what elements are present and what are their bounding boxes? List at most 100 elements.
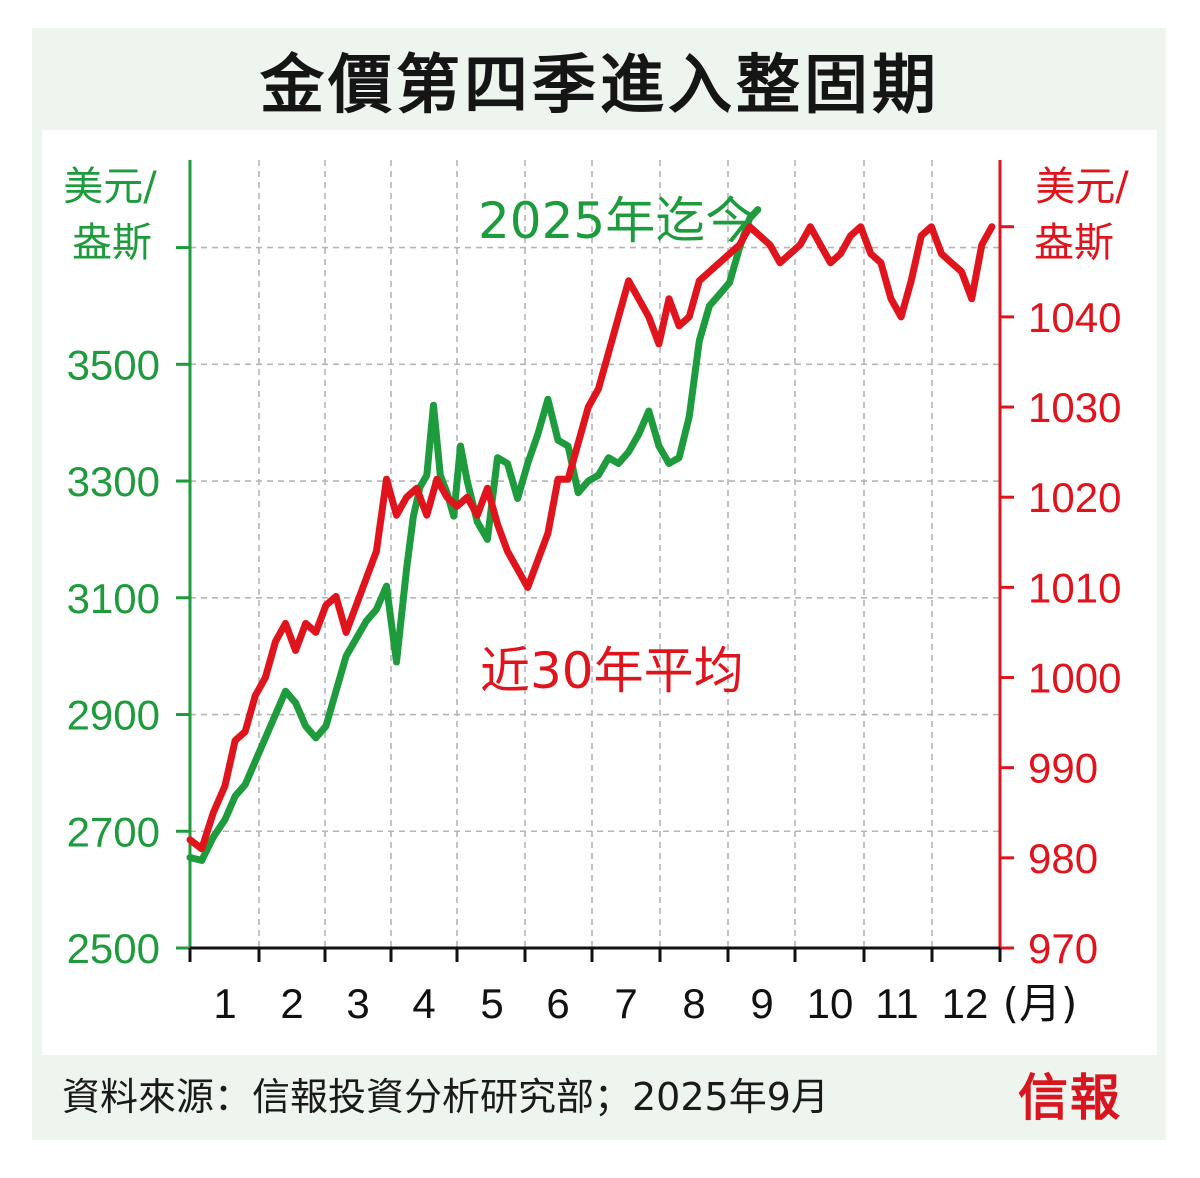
x-tick-label-5: 5 [480, 980, 503, 1027]
series-1-point-2 [211, 810, 216, 815]
series-1-point-5 [243, 729, 248, 734]
series-1-point-9 [283, 621, 288, 626]
series-0-point-29 [458, 444, 463, 448]
series-1-point-34 [535, 558, 540, 563]
x-tick-label-6: 6 [546, 980, 569, 1027]
series-1-point-17 [364, 576, 369, 581]
series-0-point-54 [707, 303, 712, 308]
series-0-point-33 [495, 455, 500, 460]
series-0-point-38 [545, 397, 550, 402]
series-0-point-25 [431, 403, 436, 408]
series-0-point-28 [451, 514, 456, 519]
series-0-point-53 [697, 338, 702, 343]
right-tick-label-5: 1020 [1028, 474, 1121, 521]
series-1-point-33 [525, 585, 530, 590]
series-1-point-72 [919, 233, 924, 238]
right-tick-label-6: 1030 [1028, 384, 1121, 431]
series-1-point-60 [798, 242, 803, 247]
axes [176, 160, 1014, 962]
series-1-point-62 [818, 242, 823, 247]
series-0-point-50 [667, 461, 671, 466]
series-1-point-0 [188, 837, 192, 842]
left-tick-label-3: 3100 [67, 575, 160, 622]
series-1-point-8 [273, 639, 278, 644]
x-tick-label-1: 1 [213, 980, 236, 1027]
series-0-point-44 [606, 455, 611, 460]
series-label-30yr: 近30年平均 [480, 642, 744, 700]
series-0-point-1 [199, 858, 204, 863]
series-0-point-8 [273, 712, 278, 717]
series-1-point-41 [606, 350, 611, 355]
series-1-point-51 [707, 269, 712, 274]
series-0-point-6 [253, 759, 258, 764]
series-0-point-32 [485, 537, 490, 542]
series-1-point-24 [434, 477, 439, 482]
x-tick-label-4: 4 [412, 980, 435, 1027]
series-1-point-77 [969, 296, 974, 301]
series-0-point-36 [525, 461, 530, 466]
series-1-point-70 [899, 314, 904, 319]
series-0-point-40 [566, 444, 571, 448]
series-0-point-41 [576, 490, 581, 495]
series-1-point-63 [828, 260, 833, 265]
series-0-point-55 [717, 292, 722, 297]
series-1-point-38 [576, 441, 581, 446]
series-1-point-28 [475, 513, 480, 518]
series-0-point-43 [596, 473, 601, 478]
series-1-point-36 [556, 477, 560, 482]
x-tick-label-9: 9 [750, 980, 773, 1027]
series-1-point-67 [868, 251, 873, 256]
series-line-1 [186, 223, 996, 853]
series-1-point-27 [465, 495, 470, 500]
right-tick-label-2: 990 [1028, 745, 1098, 792]
series-1-point-31 [505, 549, 510, 554]
right-tick-label-4: 1010 [1028, 564, 1121, 611]
x-tick-label-2: 2 [280, 980, 303, 1027]
series-0-point-42 [586, 479, 591, 483]
series-1-point-76 [959, 269, 964, 274]
series-0-point-11 [303, 724, 308, 729]
left-axis-unit-2: 盎斯 [72, 220, 152, 266]
series-1-point-71 [909, 278, 914, 283]
x-tick-label-11: 11 [875, 980, 919, 1027]
series-1-point-43 [626, 278, 631, 283]
series-1-point-7 [263, 675, 268, 680]
series-0-point-51 [677, 455, 682, 460]
series-0-point-34 [505, 461, 510, 466]
series-1-point-69 [889, 296, 893, 301]
series-1-point-56 [757, 233, 762, 238]
series-0-point-13 [323, 724, 328, 729]
series-1-point-14 [334, 594, 338, 599]
series-1-point-55 [747, 224, 752, 229]
left-axis-unit-1: 美元/ [63, 164, 157, 210]
series-0-point-45 [616, 461, 621, 466]
series-0-point-21 [404, 566, 409, 571]
series-1-point-52 [717, 260, 722, 265]
series-1-point-65 [848, 233, 853, 238]
x-tick-label-3: 3 [346, 980, 369, 1027]
series-1-point-44 [636, 296, 641, 301]
chart-title: 金價第四季進入整固期 [260, 49, 940, 123]
series-0-point-37 [535, 432, 540, 437]
series-1-point-35 [545, 531, 550, 536]
series-1-point-59 [788, 251, 793, 256]
series-1-point-6 [253, 693, 258, 698]
series-0-point-48 [646, 409, 651, 413]
series-0-point-10 [293, 700, 298, 705]
axis-labels: 2500270029003100330035009709809901000101… [63, 164, 1129, 1028]
series-1-point-15 [344, 630, 349, 635]
series-0-point-17 [364, 619, 369, 624]
series-0-point-59 [755, 207, 760, 212]
series-0-point-9 [283, 689, 288, 694]
series-0-point-18 [374, 607, 379, 612]
series-1-point-47 [667, 296, 671, 301]
series-0-point-19 [384, 584, 389, 589]
series-1-point-45 [646, 314, 651, 319]
series-0-point-58 [747, 216, 752, 221]
series-1-point-13 [323, 603, 328, 608]
series-1-point-30 [495, 522, 500, 527]
series-1-point-79 [989, 224, 994, 229]
series-1-point-61 [808, 224, 813, 229]
series-1-point-26 [455, 504, 460, 509]
